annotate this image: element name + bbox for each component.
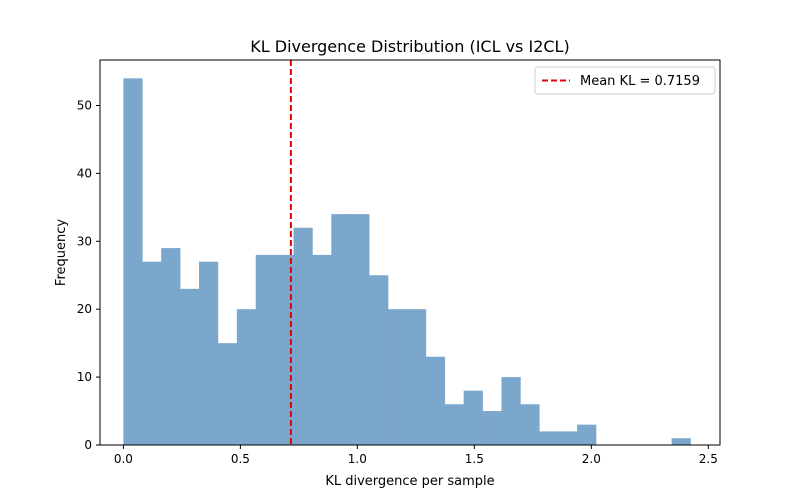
y-tick-label: 0 — [84, 438, 92, 452]
histogram-bar — [293, 227, 313, 445]
x-tick-label: 0.0 — [114, 452, 133, 466]
histogram-bar — [274, 254, 294, 445]
histogram-bar — [463, 390, 483, 445]
histogram-bar — [520, 404, 540, 445]
histogram-bar — [255, 254, 275, 445]
histogram-bar — [312, 254, 332, 445]
histogram-bar — [199, 261, 219, 445]
histogram-bar — [331, 214, 351, 445]
legend-mean-label: Mean KL = 0.7159 — [580, 74, 700, 89]
x-tick-label: 0.5 — [231, 452, 250, 466]
histogram-bar — [123, 78, 143, 445]
y-axis: 0 10 20 30 40 50 — [77, 98, 100, 452]
histogram-bar — [482, 411, 502, 445]
histogram-bar — [539, 431, 559, 445]
x-axis: 0.0 0.5 1.0 1.5 2.0 2.5 — [114, 445, 718, 466]
histogram-bars — [123, 78, 691, 445]
histogram-bar — [406, 309, 427, 445]
y-tick-label: 20 — [77, 302, 92, 316]
legend: Mean KL = 0.7159 — [534, 66, 716, 95]
histogram-bar — [444, 404, 464, 445]
y-tick-label: 40 — [77, 166, 92, 180]
y-tick-label: 30 — [77, 234, 92, 248]
plot-frame — [99, 59, 721, 446]
histogram-bar — [558, 431, 578, 445]
histogram-bar — [142, 261, 162, 445]
chart-title: KL Divergence Distribution (ICL vs I2CL) — [250, 37, 569, 56]
x-tick-label: 2.0 — [582, 452, 601, 466]
x-tick-label: 1.0 — [348, 452, 367, 466]
y-tick-label: 50 — [77, 98, 92, 112]
y-tick-label: 10 — [77, 370, 92, 384]
legend-box — [534, 66, 716, 95]
y-axis-label: Frequency — [54, 219, 69, 286]
histogram-bar — [217, 343, 238, 445]
x-tick-label: 1.5 — [465, 452, 484, 466]
histogram-bar — [671, 438, 691, 445]
histogram-bar — [180, 288, 200, 445]
x-tick-label: 2.5 — [699, 452, 718, 466]
x-axis-label: KL divergence per sample — [325, 474, 494, 489]
histogram-bar — [369, 275, 389, 445]
histogram-bar — [388, 309, 408, 445]
histogram-bar — [501, 377, 521, 445]
histogram-bar — [236, 309, 257, 445]
histogram-bar — [577, 424, 597, 445]
histogram-bar — [350, 214, 370, 445]
histogram-bar — [425, 356, 446, 445]
histogram-bar — [161, 248, 181, 445]
